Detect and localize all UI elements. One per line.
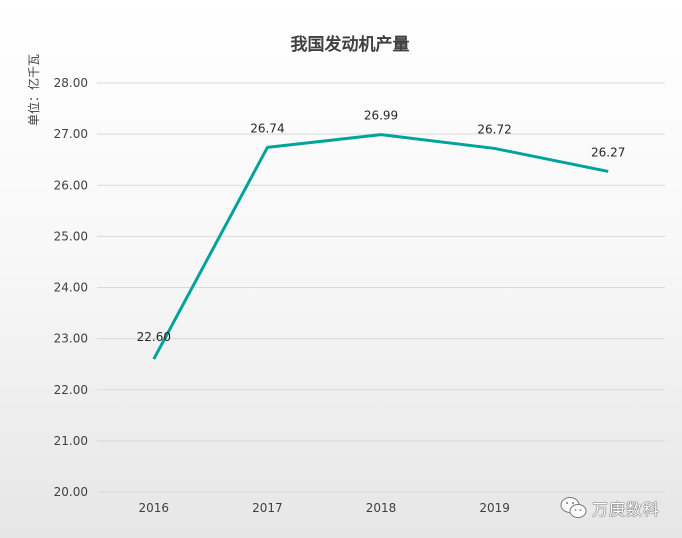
y-tick-label: 25.00 (54, 229, 88, 243)
y-tick-label: 24.00 (54, 281, 88, 295)
x-tick-label: 2019 (479, 501, 510, 515)
x-tick-label: 2017 (252, 501, 283, 515)
watermark-text: 万庚数科 (592, 500, 661, 519)
x-tick-label: 2016 (139, 501, 170, 515)
data-label: 22.60 (137, 330, 171, 344)
x-tick-label: 2018 (366, 501, 397, 515)
y-axis-label: 单位：亿千瓦 (26, 54, 41, 126)
series-line (152, 133, 609, 360)
wechat-icon (560, 497, 587, 518)
y-tick-label: 22.00 (54, 383, 88, 397)
data-label: 26.99 (364, 109, 398, 123)
y-tick-label: 27.00 (54, 127, 88, 141)
y-tick-label: 20.00 (54, 485, 88, 499)
data-label: 26.27 (591, 145, 625, 159)
y-tick-label: 28.00 (54, 76, 88, 90)
y-tick-label: 26.00 (54, 178, 88, 192)
chart-title: 我国发动机产量 (291, 34, 410, 55)
y-tick-label: 21.00 (54, 434, 88, 448)
data-label: 26.72 (477, 122, 511, 136)
watermark: 万庚数科 (560, 496, 660, 520)
y-tick-label: 23.00 (54, 332, 88, 346)
data-label: 26.74 (250, 121, 284, 135)
